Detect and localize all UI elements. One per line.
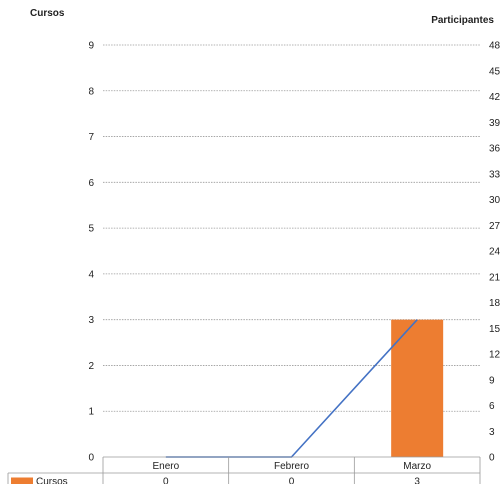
right-tick-label: 30	[489, 195, 500, 206]
left-tick-label: 0	[88, 453, 94, 464]
data-table: EneroFebreroMarzoCursos003Participantes0…	[7, 456, 481, 484]
bar-cursos-marzo	[391, 319, 444, 457]
right-tick-label: 12	[489, 350, 500, 361]
right-tick-label: 24	[489, 247, 500, 258]
left-tick-label: 5	[88, 224, 94, 235]
left-tick-label: 4	[88, 269, 94, 280]
left-axis-ticks: 0 1 2 3 4 5 6 7 8 9	[88, 41, 94, 464]
right-axis-title: Participantes	[431, 15, 494, 26]
right-tick-label: 48	[489, 41, 500, 52]
left-tick-label: 3	[88, 315, 94, 326]
line-participantes	[165, 319, 418, 458]
right-tick-label: 45	[489, 66, 500, 77]
right-tick-label: 21	[489, 272, 500, 283]
right-tick-label: 15	[489, 324, 500, 335]
participantes-line	[165, 319, 418, 458]
left-tick-label: 6	[88, 178, 94, 189]
category-label: Febrero	[274, 461, 309, 472]
right-tick-label: 6	[489, 401, 495, 412]
table-cell: 0	[163, 477, 169, 484]
left-axis-title: Cursos	[30, 8, 65, 19]
right-tick-label: 0	[489, 453, 495, 464]
category-label: Enero	[152, 461, 179, 472]
right-tick-label: 39	[489, 118, 500, 129]
table-cell: 3	[414, 477, 420, 484]
right-tick-label: 9	[489, 375, 495, 386]
category-label: Marzo	[403, 461, 431, 472]
legend-label: Cursos	[36, 477, 68, 484]
left-tick-label: 9	[88, 41, 94, 52]
table-cell: 0	[289, 477, 295, 484]
cursos-bars	[391, 319, 444, 457]
right-tick-label: 36	[489, 144, 500, 155]
left-tick-label: 8	[88, 86, 94, 97]
right-tick-label: 3	[489, 427, 495, 438]
legend-swatch-cursos	[11, 477, 33, 484]
right-tick-label: 18	[489, 298, 500, 309]
right-tick-label: 42	[489, 92, 500, 103]
left-tick-label: 1	[88, 407, 94, 418]
left-tick-label: 7	[88, 132, 94, 143]
right-tick-label: 27	[489, 221, 500, 232]
left-tick-label: 2	[88, 361, 94, 372]
right-tick-label: 33	[489, 169, 500, 180]
